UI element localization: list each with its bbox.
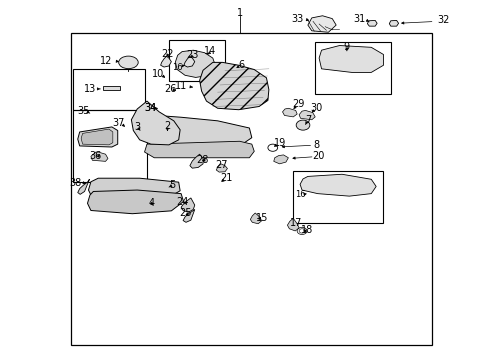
Text: 16: 16 — [295, 190, 305, 199]
Polygon shape — [388, 21, 398, 26]
Text: 34: 34 — [144, 103, 157, 113]
Text: 3: 3 — [134, 122, 140, 132]
Polygon shape — [144, 116, 251, 149]
Polygon shape — [160, 56, 171, 67]
Polygon shape — [131, 101, 180, 145]
Polygon shape — [183, 56, 194, 67]
Text: 38: 38 — [69, 177, 81, 188]
Polygon shape — [181, 198, 194, 212]
Ellipse shape — [119, 56, 138, 69]
Text: 19: 19 — [273, 139, 285, 148]
Text: 35: 35 — [77, 106, 90, 116]
Bar — [168, 40, 224, 81]
Text: 16: 16 — [172, 63, 183, 72]
Text: 14: 14 — [204, 46, 216, 56]
Text: 9: 9 — [343, 42, 349, 51]
Text: 11: 11 — [175, 81, 187, 91]
Text: 22: 22 — [162, 49, 174, 59]
Polygon shape — [189, 154, 203, 168]
Text: 36: 36 — [89, 150, 102, 161]
Text: 18: 18 — [300, 225, 312, 235]
Text: 12: 12 — [99, 55, 112, 66]
Text: 25: 25 — [179, 208, 191, 219]
Text: 10: 10 — [151, 69, 163, 79]
Circle shape — [296, 120, 309, 130]
Text: 5: 5 — [169, 180, 175, 190]
Bar — [71, 33, 431, 345]
Text: 8: 8 — [313, 140, 319, 150]
Text: 1: 1 — [236, 8, 242, 18]
Text: 34: 34 — [144, 103, 157, 113]
Polygon shape — [250, 213, 261, 224]
Polygon shape — [287, 219, 299, 231]
Text: 21: 21 — [220, 173, 232, 183]
Polygon shape — [175, 50, 215, 77]
Polygon shape — [319, 45, 383, 72]
Polygon shape — [307, 16, 335, 32]
Polygon shape — [87, 190, 183, 214]
Text: 17: 17 — [289, 218, 301, 228]
Text: 27: 27 — [214, 159, 227, 170]
Polygon shape — [144, 141, 254, 158]
Polygon shape — [88, 178, 180, 202]
Polygon shape — [78, 127, 118, 147]
Polygon shape — [199, 62, 268, 110]
Text: 23: 23 — [186, 50, 198, 60]
Polygon shape — [282, 108, 297, 117]
Polygon shape — [273, 155, 288, 164]
Polygon shape — [183, 210, 194, 222]
Text: 20: 20 — [312, 151, 324, 161]
Polygon shape — [81, 129, 113, 145]
Bar — [73, 69, 145, 110]
Text: 24: 24 — [176, 197, 188, 207]
Text: 33: 33 — [291, 14, 303, 24]
Text: 7: 7 — [304, 116, 310, 126]
Polygon shape — [91, 152, 108, 161]
Text: 2: 2 — [164, 121, 170, 131]
Polygon shape — [216, 164, 227, 172]
Text: 6: 6 — [238, 59, 244, 69]
Text: 13: 13 — [83, 84, 96, 94]
Bar — [73, 110, 147, 182]
Polygon shape — [78, 179, 89, 194]
Text: 30: 30 — [310, 103, 322, 113]
Text: 4: 4 — [148, 198, 155, 208]
Text: 29: 29 — [291, 99, 304, 109]
Bar — [103, 86, 120, 90]
Bar — [293, 171, 383, 223]
Text: 28: 28 — [196, 154, 208, 165]
Polygon shape — [299, 111, 315, 120]
Polygon shape — [366, 21, 376, 26]
Text: 15: 15 — [256, 213, 268, 222]
Text: 32: 32 — [436, 15, 448, 26]
Text: 31: 31 — [352, 14, 365, 24]
Polygon shape — [300, 174, 375, 196]
Text: 37: 37 — [112, 118, 124, 128]
Text: 26: 26 — [164, 84, 176, 94]
Bar — [315, 42, 390, 94]
